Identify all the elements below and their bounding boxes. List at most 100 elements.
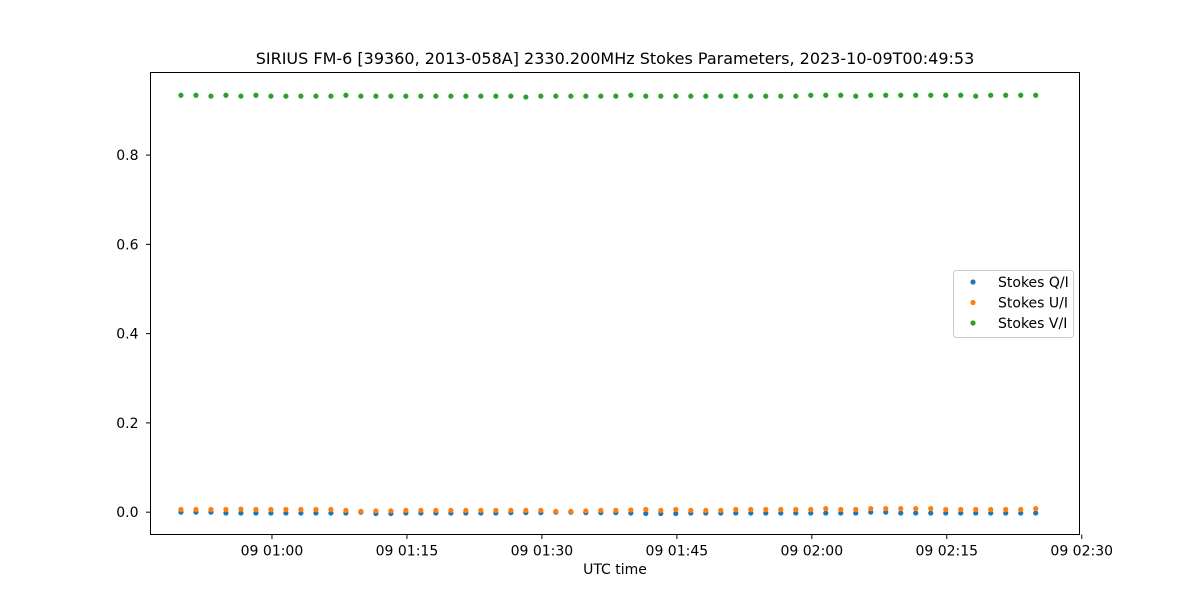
- data-point: [583, 93, 589, 99]
- data-point: [418, 93, 424, 99]
- data-point: [643, 93, 649, 99]
- legend-box: [953, 270, 1074, 338]
- data-point: [808, 506, 814, 513]
- data-point: [733, 93, 739, 99]
- data-point: [343, 92, 349, 98]
- data-point: [913, 510, 919, 516]
- data-point: [448, 507, 454, 513]
- data-point: [928, 510, 934, 516]
- data-point: [1018, 92, 1024, 98]
- data-point: [928, 92, 934, 98]
- data-point: [838, 506, 844, 513]
- data-point: [463, 93, 469, 99]
- data-point: [208, 506, 214, 513]
- data-point: [1033, 92, 1039, 98]
- data-point: [598, 507, 604, 513]
- data-point: [508, 93, 514, 99]
- data-point: [898, 92, 904, 98]
- series-2: [178, 92, 1039, 100]
- data-point: [283, 506, 289, 513]
- data-point: [1018, 506, 1024, 513]
- data-point: [268, 93, 274, 99]
- data-point: [718, 93, 724, 99]
- data-point: [523, 507, 529, 513]
- data-point: [238, 506, 244, 512]
- x-tick-label: 09 01:45: [646, 544, 709, 560]
- data-point: [658, 93, 664, 99]
- data-point: [448, 93, 454, 99]
- data-point: [208, 93, 214, 99]
- data-point: [913, 506, 919, 512]
- legend-marker: [970, 279, 976, 285]
- data-point: [673, 506, 679, 513]
- data-point: [223, 506, 229, 513]
- data-point: [628, 92, 634, 98]
- x-tick-label: 09 02:15: [915, 544, 978, 560]
- data-point: [793, 93, 799, 99]
- data-point: [733, 506, 739, 513]
- data-point: [478, 93, 484, 99]
- x-tick-label: 09 01:15: [376, 544, 439, 560]
- data-point: [298, 506, 304, 513]
- data-point: [613, 93, 619, 99]
- x-axis-ticks: 09 01:00 09 01:15 09 01:30 09 01:45 09 02:00…: [241, 534, 1113, 560]
- data-point: [313, 93, 319, 99]
- data-point: [793, 506, 799, 513]
- data-point: [298, 93, 304, 99]
- data-point: [793, 510, 799, 516]
- data-point: [688, 93, 694, 99]
- data-point: [958, 510, 964, 516]
- data-point: [268, 506, 274, 513]
- data-point: [643, 506, 649, 513]
- data-point: [613, 507, 619, 513]
- data-point: [1033, 506, 1039, 512]
- data-point: [283, 93, 289, 99]
- y-tick-label: 0.0: [116, 505, 138, 521]
- legend-marker: [970, 299, 976, 306]
- data-point: [823, 92, 829, 98]
- plot-marks: [178, 92, 1039, 517]
- data-point: [418, 507, 424, 513]
- plot-frame: [150, 72, 1080, 535]
- y-axis-ticks: 0.0 0.2 0.4 0.6 0.8: [116, 148, 151, 521]
- data-point: [958, 506, 964, 513]
- data-point: [673, 93, 679, 99]
- data-point: [343, 507, 349, 513]
- data-point: [1018, 510, 1024, 516]
- data-point: [553, 93, 559, 99]
- legend-label: Stokes U/I: [998, 296, 1068, 312]
- data-point: [178, 92, 184, 98]
- data-point: [493, 507, 499, 513]
- data-point: [718, 507, 724, 513]
- data-point: [763, 93, 769, 99]
- data-point: [763, 506, 769, 513]
- x-tick-label: 09 02:00: [781, 544, 844, 560]
- data-point: [373, 93, 379, 99]
- data-point: [283, 510, 289, 516]
- data-point: [568, 508, 574, 514]
- y-tick-label: 0.2: [116, 416, 138, 432]
- data-point: [748, 510, 754, 516]
- data-point: [958, 92, 964, 98]
- data-point: [628, 507, 634, 513]
- y-tick-label: 0.4: [116, 327, 138, 343]
- data-point: [193, 506, 199, 513]
- data-point: [403, 93, 409, 99]
- data-point: [1003, 510, 1009, 516]
- data-point: [298, 510, 304, 516]
- data-point: [523, 94, 529, 100]
- data-point: [808, 92, 814, 98]
- data-point: [388, 508, 394, 514]
- data-point: [673, 510, 679, 517]
- data-point: [898, 510, 904, 516]
- data-point: [583, 508, 589, 514]
- data-point: [808, 510, 814, 516]
- data-point: [253, 92, 259, 98]
- data-point: [388, 93, 394, 99]
- series-0: [178, 509, 1039, 517]
- data-point: [538, 507, 544, 513]
- data-point: [358, 508, 364, 514]
- x-tick-label: 09 01:00: [241, 544, 304, 560]
- chart-title: SIRIUS FM-6 [39360, 2013-058A] 2330.200M…: [256, 49, 975, 68]
- data-point: [778, 506, 784, 513]
